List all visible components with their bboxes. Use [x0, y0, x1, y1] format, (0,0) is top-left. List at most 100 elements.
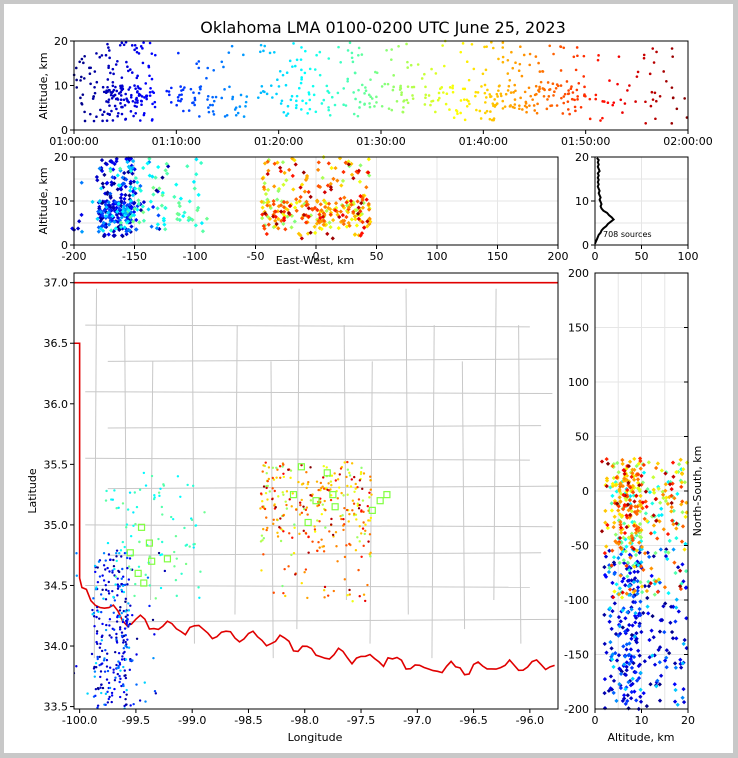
- northsouth-altitude-point: [665, 501, 671, 507]
- northsouth-altitude-point: [631, 654, 637, 660]
- northsouth-altitude-point: [639, 544, 645, 550]
- altitude-time-point: [483, 83, 487, 87]
- altitude-time-point: [538, 87, 541, 91]
- altitude-time-ytick-label: 10: [54, 80, 68, 93]
- northsouth-altitude-point: [638, 670, 643, 675]
- northsouth-altitude-point: [608, 674, 614, 679]
- altitude-eastwest-point: [204, 216, 210, 221]
- northsouth-altitude-point: [646, 460, 651, 465]
- map-point: [86, 692, 89, 695]
- map-point: [126, 638, 129, 641]
- altitude-time-point: [492, 118, 495, 122]
- altitude-time-point: [279, 102, 283, 105]
- northsouth-altitude-point: [629, 665, 635, 670]
- map-point: [115, 641, 119, 644]
- northsouth-altitude-ytick-label: -50: [571, 540, 589, 553]
- map-point: [369, 488, 372, 491]
- map-point: [162, 484, 166, 487]
- altitude-time-point: [342, 103, 345, 106]
- altitude-time-point: [277, 85, 281, 88]
- northsouth-altitude-point: [625, 502, 631, 507]
- northsouth-altitude-point: [616, 633, 621, 638]
- altitude-time-point: [601, 100, 604, 103]
- northsouth-altitude-point: [619, 552, 624, 557]
- map-point: [117, 666, 120, 669]
- altitude-time-point: [534, 84, 538, 88]
- map-point: [125, 693, 128, 696]
- altitude-time-point: [124, 92, 127, 96]
- northsouth-altitude-point: [617, 666, 622, 671]
- altitude-time-point: [231, 95, 235, 99]
- northsouth-altitude-ytick-label: -150: [564, 649, 589, 662]
- map-point: [138, 699, 142, 702]
- map-point: [159, 586, 163, 590]
- altitude-time-point: [390, 108, 394, 112]
- altitude-time-point: [552, 94, 555, 97]
- altitude-eastwest-point: [271, 202, 276, 207]
- altitude-eastwest-point: [282, 170, 287, 175]
- altitude-time-point: [192, 91, 195, 94]
- altitude-eastwest-point: [276, 188, 281, 194]
- map-point: [105, 658, 109, 662]
- northsouth-altitude-point: [655, 461, 660, 466]
- altitude-time-point: [575, 88, 579, 92]
- altitude-eastwest-point: [199, 221, 205, 226]
- altitude-time-point: [535, 111, 539, 115]
- northsouth-altitude-point: [644, 588, 650, 594]
- altitude-eastwest-point: [345, 210, 351, 215]
- map-point: [124, 674, 127, 677]
- altitude-time-point: [259, 91, 263, 95]
- altitude-time-point: [566, 108, 570, 111]
- map-point: [111, 569, 114, 572]
- altitude-eastwest-point: [121, 201, 127, 206]
- altitude-eastwest-point: [97, 166, 102, 171]
- map-point: [144, 573, 147, 577]
- altitude-time-point: [423, 103, 427, 106]
- map-point: [358, 525, 361, 528]
- altitude-eastwest-point: [131, 209, 137, 215]
- altitude-time-point: [430, 67, 433, 71]
- northsouth-altitude-point: [670, 518, 675, 523]
- map-point: [153, 689, 157, 693]
- northsouth-altitude-point: [625, 574, 630, 579]
- altitude-eastwest-point: [281, 199, 287, 205]
- altitude-time-point: [300, 78, 303, 81]
- northsouth-altitude-point: [623, 616, 628, 621]
- map-point: [348, 588, 351, 592]
- altitude-time-point: [545, 107, 549, 111]
- altitude-eastwest-point: [96, 209, 101, 214]
- map-point: [367, 519, 370, 522]
- northsouth-altitude-point: [610, 652, 615, 657]
- altitude-eastwest-xtick-label: 0: [313, 250, 320, 263]
- altitude-time-point: [312, 93, 316, 97]
- map-point: [333, 472, 336, 475]
- altitude-time-point: [374, 70, 377, 74]
- northsouth-altitude-point: [611, 690, 616, 695]
- northsouth-altitude-point: [667, 651, 672, 656]
- map-point: [317, 503, 321, 507]
- map-point: [332, 589, 336, 593]
- northsouth-altitude-point: [610, 493, 615, 499]
- map-point: [121, 655, 124, 658]
- altitude-time-point: [559, 84, 563, 87]
- altitude-time-point: [475, 108, 478, 112]
- map-point: [96, 657, 99, 661]
- altitude-time-point: [649, 104, 653, 108]
- altitude-eastwest-point: [125, 159, 130, 165]
- altitude-time-point: [325, 84, 329, 88]
- northsouth-altitude-point: [623, 701, 628, 706]
- altitude-eastwest-point: [178, 196, 184, 201]
- chart-title: Oklahoma LMA 0100-0200 UTC June 25, 2023: [200, 18, 566, 37]
- altitude-eastwest-point: [106, 222, 112, 227]
- map-point: [307, 551, 310, 554]
- map-point: [265, 472, 268, 475]
- northsouth-altitude-point: [644, 504, 649, 509]
- altitude-time-point: [140, 103, 143, 106]
- map-point: [101, 574, 104, 577]
- altitude-time-point: [501, 99, 505, 103]
- map-point: [124, 634, 127, 637]
- altitude-eastwest-point: [273, 214, 278, 220]
- altitude-eastwest-point: [351, 176, 356, 181]
- altitude-eastwest-point: [304, 175, 309, 181]
- map-point: [98, 646, 102, 649]
